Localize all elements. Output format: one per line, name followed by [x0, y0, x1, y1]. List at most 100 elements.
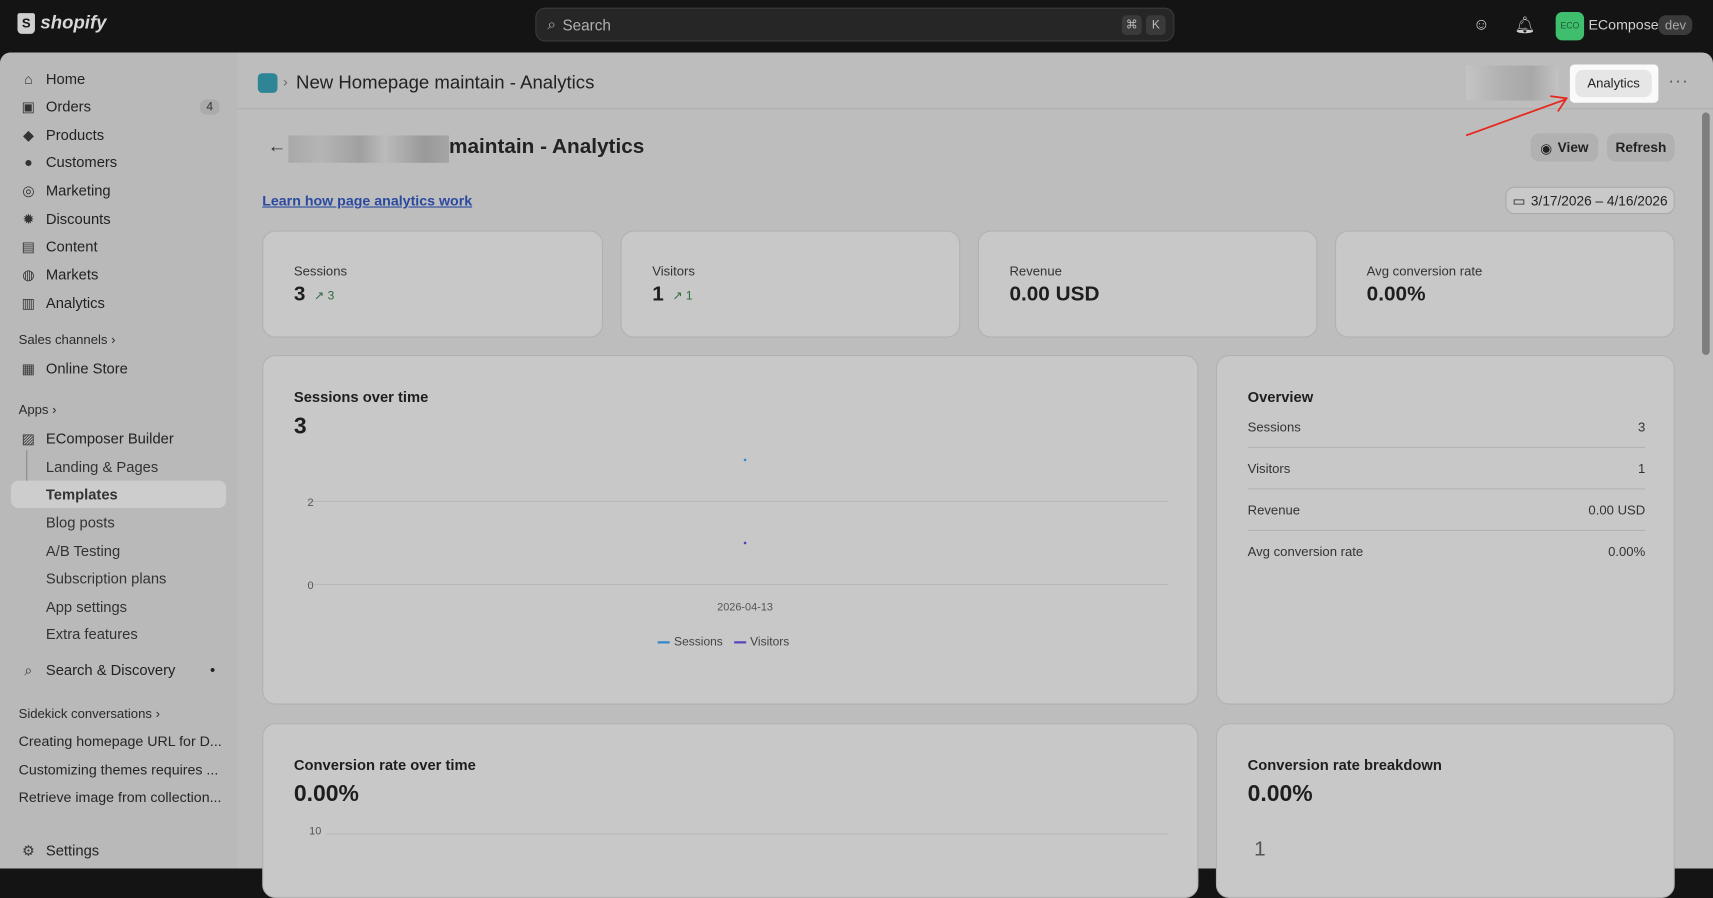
- card-value: 0.00%: [1247, 781, 1313, 807]
- tree-line: [26, 450, 28, 494]
- stat-label: Sessions: [293, 263, 348, 279]
- label: Orders: [45, 98, 91, 115]
- sidebar-subitem[interactable]: Blog posts: [45, 514, 115, 531]
- store-avatar[interactable]: ECO: [1555, 12, 1585, 41]
- refresh-button[interactable]: Refresh: [1607, 133, 1675, 162]
- redacted-region: [1466, 65, 1559, 101]
- sidebar-item-online-store[interactable]: ▦ Online Store: [11, 355, 226, 382]
- label: Visitors: [1247, 460, 1291, 476]
- stat-value: 3: [293, 282, 306, 306]
- conversation-item[interactable]: Creating homepage URL for D...: [18, 733, 222, 750]
- stat-card-conversion: Avg conversion rate 0.00%: [1334, 230, 1675, 338]
- label: Search & Discovery: [45, 662, 176, 679]
- sidebar-item-settings[interactable]: ⚙ Settings: [11, 837, 226, 864]
- sidebar-item-home[interactable]: ⌂ Home: [11, 66, 226, 93]
- point-visitors[interactable]: [743, 541, 747, 545]
- sidebar-item-orders[interactable]: ▣ Orders 4: [11, 93, 226, 120]
- stat-value: 0.00%: [1366, 282, 1426, 306]
- y-tick: 0: [307, 580, 313, 592]
- label: Apps: [18, 402, 49, 418]
- trend-value: 1: [685, 288, 693, 303]
- more-actions-button[interactable]: ···: [1668, 72, 1689, 91]
- stat-value: 1: [652, 282, 664, 306]
- search-icon: ⌕: [547, 15, 556, 33]
- label: Markets: [45, 266, 99, 283]
- gridline: [326, 833, 1168, 835]
- sidebar-item-marketing[interactable]: ◎ Marketing: [11, 177, 226, 204]
- value: 1: [1637, 460, 1646, 476]
- apps-heading[interactable]: Apps ›: [18, 402, 57, 418]
- shortcut-cmd: ⌘: [1121, 15, 1142, 35]
- sidebar-item-discounts[interactable]: ✹ Discounts: [11, 205, 226, 232]
- app-header: [237, 52, 1713, 110]
- sidebar-item-content[interactable]: ▤ Content: [11, 233, 226, 260]
- sidebar-item-markets[interactable]: ◍ Markets: [11, 261, 226, 288]
- label: Customers: [45, 154, 118, 171]
- stat-card-sessions: Sessions 3 ↗ 3: [262, 230, 604, 338]
- search-discovery-icon: ⌕: [24, 661, 33, 678]
- sidebar-item-ecomposer[interactable]: ▨ EComposer Builder: [11, 425, 226, 452]
- sidebar-subitem-selected[interactable]: Templates: [10, 480, 227, 508]
- overview-row: Visitors 1: [1247, 448, 1646, 490]
- label: Settings: [45, 842, 100, 859]
- search-input[interactable]: ⌕ Search ⌘ K: [535, 7, 1175, 42]
- legend-swatch: [733, 641, 746, 644]
- conversation-item[interactable]: Customizing themes requires ...: [18, 761, 219, 778]
- breakdown-figure: 1: [1254, 837, 1266, 861]
- label: Sessions: [674, 635, 723, 649]
- back-arrow-icon[interactable]: ←: [267, 135, 287, 157]
- label: Discounts: [45, 210, 111, 228]
- legend-visitors[interactable]: Visitors: [733, 636, 789, 649]
- overview-title: Overview: [1247, 388, 1314, 406]
- page-title: maintain - Analytics: [449, 135, 645, 159]
- sidebar-item-products[interactable]: ◆ Products: [11, 121, 226, 148]
- target-icon: ◎: [22, 181, 35, 199]
- store-icon: ▦: [21, 359, 36, 377]
- sidebar: [0, 52, 238, 869]
- learn-analytics-link[interactable]: Learn how page analytics work: [262, 192, 473, 209]
- sidebar-item-customers[interactable]: ● Customers: [11, 149, 226, 176]
- sidebar-subitem[interactable]: A/B Testing: [45, 542, 121, 560]
- analytics-button[interactable]: Analytics: [1575, 69, 1652, 98]
- overview-row: Avg conversion rate 0.00%: [1248, 531, 1646, 573]
- sidekick-heading[interactable]: Sidekick conversations ›: [18, 705, 160, 722]
- conversation-item[interactable]: Retrieve image from collection...: [18, 788, 222, 806]
- home-icon: ⌂: [24, 71, 33, 88]
- label: Analytics: [45, 294, 105, 312]
- sidebar-subitem[interactable]: Subscription plans: [45, 570, 167, 587]
- point-sessions[interactable]: [743, 458, 747, 462]
- legend-sessions[interactable]: Sessions: [657, 635, 723, 649]
- date-range-picker[interactable]: ▭ 3/17/2026 – 4/16/2026: [1505, 186, 1675, 215]
- sessions-chart-card: Sessions over time 3 2 0 2026-04-13 Sess…: [262, 355, 1199, 705]
- bell-icon[interactable]: 🔔︎: [1514, 16, 1536, 35]
- x-tick: 2026-04-13: [717, 602, 773, 614]
- stat-label: Avg conversion rate: [1366, 263, 1483, 279]
- sidekick-icon[interactable]: ☺: [1473, 15, 1490, 34]
- sidebar-subitem[interactable]: Extra features: [45, 625, 138, 643]
- value: 0.00%: [1608, 544, 1646, 560]
- label: View: [1557, 139, 1589, 156]
- conversion-chart-card: Conversion rate over time 0.00% 10: [262, 723, 1199, 898]
- card-title: Conversion rate over time: [293, 757, 476, 774]
- view-button[interactable]: ◉ View: [1530, 133, 1599, 162]
- label: Products: [45, 126, 105, 144]
- overview-row: Sessions 3: [1247, 406, 1646, 448]
- chart-title: Sessions over time: [293, 388, 429, 406]
- sidebar-item-analytics[interactable]: ▥ Analytics: [11, 290, 226, 317]
- value: 0.00 USD: [1588, 501, 1646, 518]
- sidebar-item-search-discovery[interactable]: ⌕ Search & Discovery •: [11, 657, 226, 684]
- scrollbar[interactable]: [1702, 112, 1710, 356]
- store-name[interactable]: EComposer: [1588, 16, 1664, 33]
- sales-channels-heading[interactable]: Sales channels ›: [18, 332, 116, 348]
- label: Avg conversion rate: [1247, 544, 1364, 560]
- trend-value: 3: [327, 288, 335, 303]
- sidebar-subitem[interactable]: Landing & Pages: [45, 458, 159, 476]
- ecomposer-app-icon[interactable]: [257, 73, 278, 93]
- y-tick: 2: [307, 497, 313, 509]
- sidebar-subitem[interactable]: App settings: [45, 598, 128, 616]
- y-tick: 10: [309, 825, 322, 838]
- label: Online Store: [45, 360, 128, 377]
- orders-count-badge: 4: [199, 98, 220, 115]
- globe-icon: ◍: [22, 266, 35, 283]
